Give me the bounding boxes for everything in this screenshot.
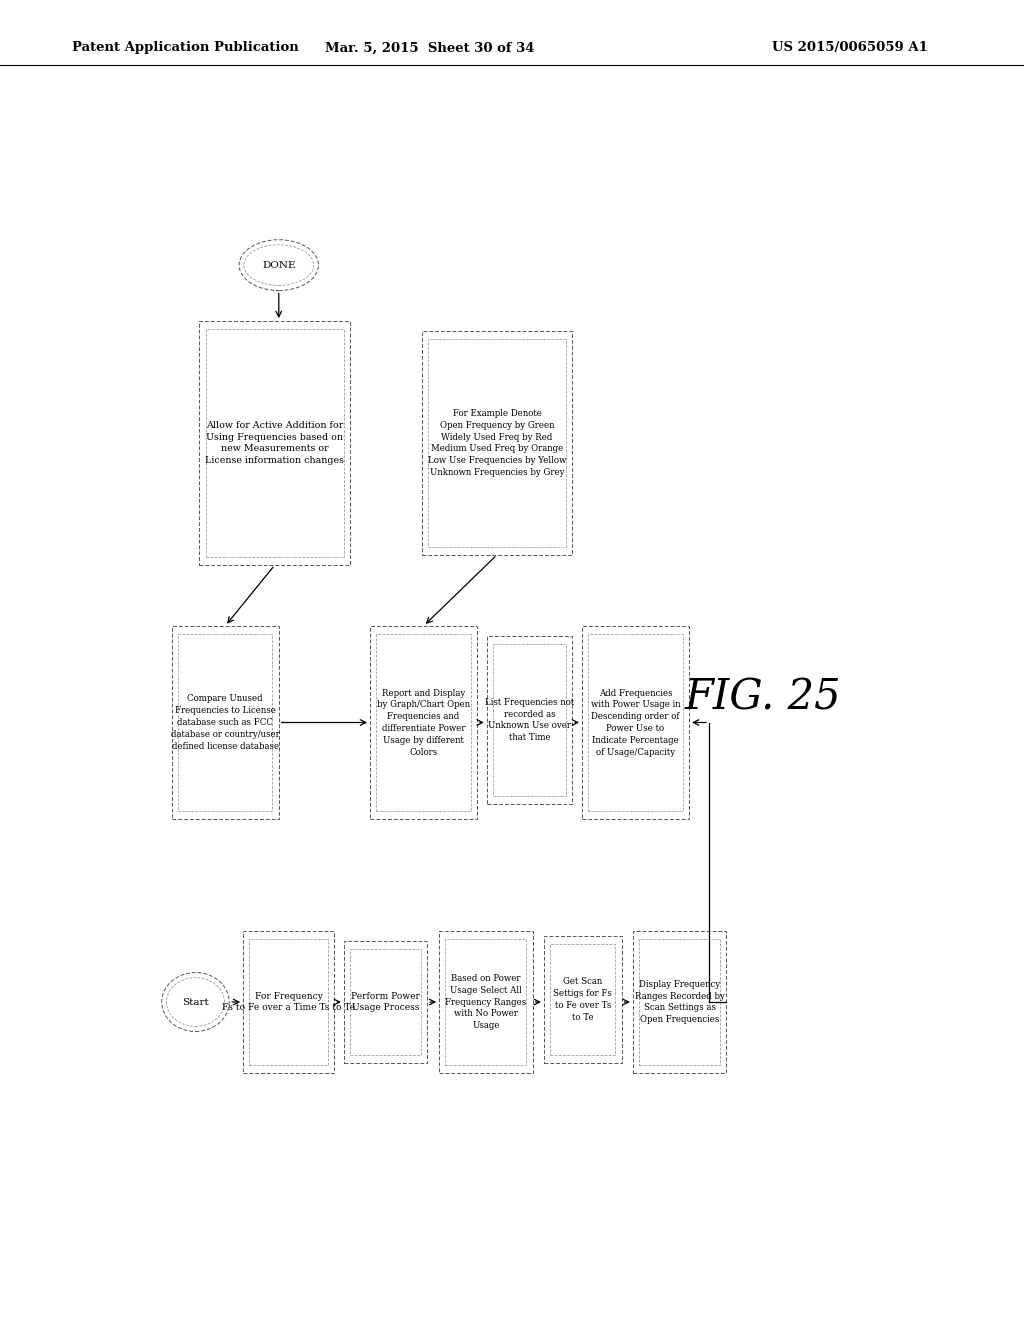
FancyBboxPatch shape [582, 626, 689, 818]
Text: Mar. 5, 2015  Sheet 30 of 34: Mar. 5, 2015 Sheet 30 of 34 [326, 41, 535, 54]
Text: Perform Power
Usage Process: Perform Power Usage Process [351, 991, 420, 1012]
Text: List Frequencies not
recorded as
Unknown Use over
that Time: List Frequencies not recorded as Unknown… [485, 698, 574, 742]
Text: DONE: DONE [262, 260, 296, 269]
Text: Add Frequencies
with Power Usage in
Descending order of
Power Use to
Indicate Pe: Add Frequencies with Power Usage in Desc… [591, 689, 680, 756]
Ellipse shape [167, 978, 224, 1027]
FancyBboxPatch shape [588, 634, 683, 810]
Text: For Frequency
Fs to Fe over a Time Ts to Te: For Frequency Fs to Fe over a Time Ts to… [222, 991, 355, 1012]
Text: Compare Unused
Frequencies to License
database such as FCC
database or country/u: Compare Unused Frequencies to License da… [171, 694, 280, 751]
Ellipse shape [162, 973, 229, 1031]
Text: US 2015/0065059 A1: US 2015/0065059 A1 [772, 41, 928, 54]
FancyBboxPatch shape [200, 321, 350, 565]
Text: For Example Denote
Open Frequency by Green
Widely Used Freq by Red
Medium Used F: For Example Denote Open Frequency by Gre… [428, 409, 566, 477]
Ellipse shape [239, 240, 318, 290]
FancyBboxPatch shape [250, 939, 328, 1065]
FancyBboxPatch shape [377, 634, 471, 810]
FancyBboxPatch shape [243, 931, 334, 1073]
FancyBboxPatch shape [422, 331, 572, 554]
Text: Report and Display
by Graph/Chart Open
Frequencies and
differentiate Power
Usage: Report and Display by Graph/Chart Open F… [377, 689, 470, 756]
FancyBboxPatch shape [445, 939, 526, 1065]
FancyBboxPatch shape [494, 644, 566, 796]
FancyBboxPatch shape [639, 939, 720, 1065]
Text: Get Scan
Settigs for Fs
to Fe over Ts
to Te: Get Scan Settigs for Fs to Fe over Ts to… [553, 977, 612, 1022]
Text: Based on Power
Usage Select All
Frequency Ranges
with No Power
Usage: Based on Power Usage Select All Frequenc… [445, 974, 526, 1030]
FancyBboxPatch shape [344, 941, 427, 1063]
FancyBboxPatch shape [178, 634, 272, 810]
FancyBboxPatch shape [206, 329, 344, 557]
FancyBboxPatch shape [370, 626, 477, 818]
FancyBboxPatch shape [633, 931, 726, 1073]
Text: Patent Application Publication: Patent Application Publication [72, 41, 298, 54]
FancyBboxPatch shape [486, 636, 572, 804]
Ellipse shape [244, 244, 313, 285]
FancyBboxPatch shape [428, 339, 566, 546]
Text: Allow for Active Addition for
Using Frequencies based on
new Measurements or
Lic: Allow for Active Addition for Using Freq… [206, 421, 344, 465]
FancyBboxPatch shape [550, 944, 615, 1055]
FancyBboxPatch shape [172, 626, 279, 818]
FancyBboxPatch shape [350, 949, 421, 1055]
FancyBboxPatch shape [439, 931, 532, 1073]
Text: FIG. 25: FIG. 25 [685, 676, 841, 718]
Text: Display Frequency
Ranges Recorded by
Scan Settings as
Open Frequencies: Display Frequency Ranges Recorded by Sca… [635, 979, 725, 1024]
Text: Start: Start [182, 998, 209, 1007]
FancyBboxPatch shape [544, 936, 622, 1063]
